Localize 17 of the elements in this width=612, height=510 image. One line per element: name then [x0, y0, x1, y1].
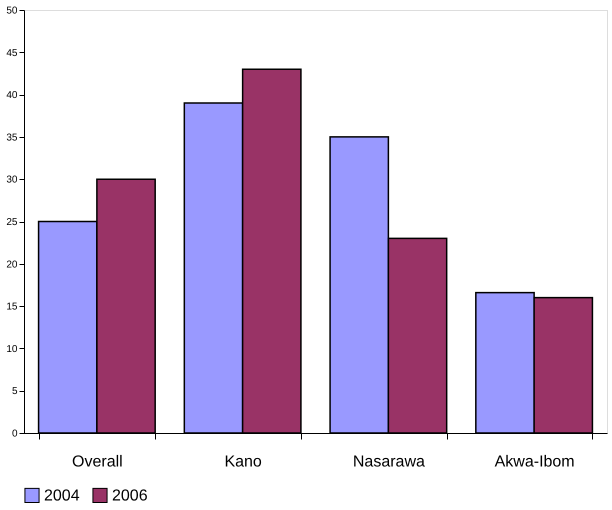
y-tick-label: 5	[12, 386, 18, 398]
x-tick-label: Akwa-Ibom	[494, 454, 575, 470]
legend-label: 2006	[112, 487, 148, 504]
y-tick-label: 45	[6, 48, 18, 59]
y-tick-label: 15	[6, 302, 18, 313]
x-tick-label: Kano	[224, 454, 262, 470]
y-tick-label: 25	[6, 217, 18, 228]
y-tick-label: 40	[6, 90, 18, 102]
x-tick-label: Nasarawa	[352, 454, 425, 470]
y-tick-label: 50	[6, 6, 18, 16]
legend-label: 2004	[44, 487, 80, 504]
y-tick-label: 0	[12, 428, 18, 440]
y-tick-label: 10	[6, 344, 18, 355]
y-tick-label: 35	[6, 132, 18, 144]
y-tick-label: 30	[6, 174, 18, 186]
y-tick-label: 20	[6, 259, 18, 270]
x-tick-label: Overall	[72, 454, 123, 470]
